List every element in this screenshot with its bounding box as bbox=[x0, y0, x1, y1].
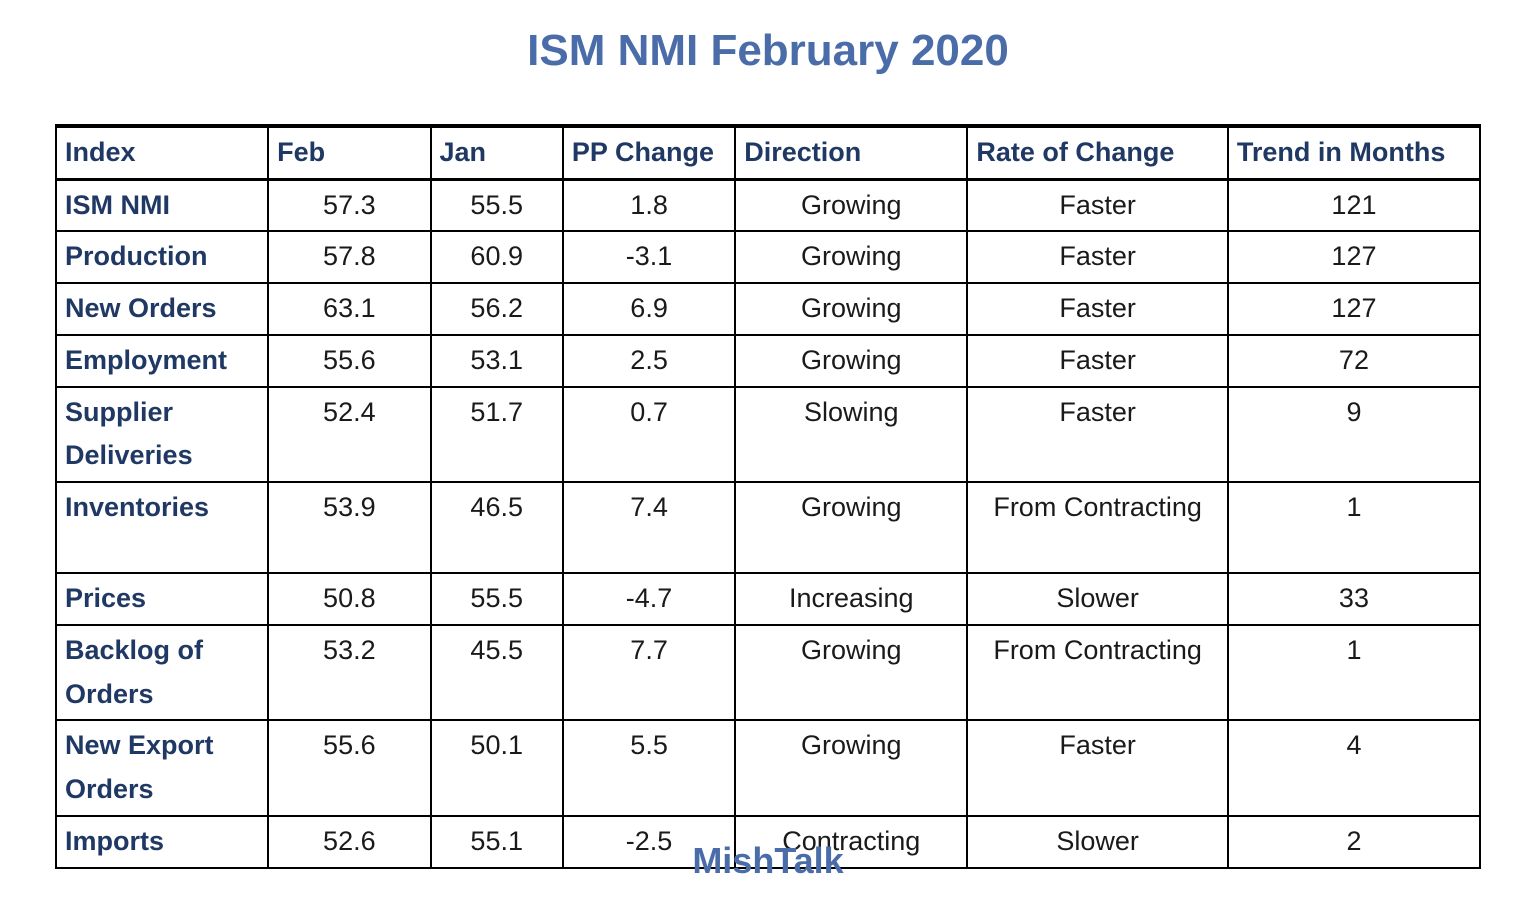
row-label: Employment bbox=[54, 333, 270, 388]
data-cell: 60.9 bbox=[429, 230, 564, 285]
data-cell: 0.7 bbox=[561, 385, 737, 484]
column-header-jan: Jan bbox=[429, 124, 564, 181]
ism-data-table: Index Feb Jan PP Change Direction Rate of Cha… bbox=[54, 124, 1482, 869]
data-cell: Contracting bbox=[734, 814, 969, 869]
data-cell: Growing bbox=[734, 178, 969, 233]
row-label: Backlog of Orders bbox=[54, 623, 270, 722]
data-cell: Faster bbox=[966, 719, 1229, 817]
table-row: ISM NMI 57.3 55.5 1.8 Growing Faster 121 bbox=[54, 178, 1482, 233]
data-cell: 2 bbox=[1226, 814, 1482, 869]
row-label: Prices bbox=[54, 572, 270, 626]
data-cell: 52.4 bbox=[267, 385, 432, 484]
data-cell: 53.9 bbox=[267, 481, 432, 575]
data-cell: Growing bbox=[734, 282, 969, 336]
data-cell: 50.1 bbox=[429, 719, 564, 817]
data-cell: Growing bbox=[734, 230, 969, 285]
table-row: Prices 50.8 55.5 -4.7 Increasing Slower 33 bbox=[54, 572, 1482, 626]
data-cell: 127 bbox=[1226, 230, 1482, 285]
data-cell: Slowing bbox=[734, 385, 969, 484]
data-cell: 45.5 bbox=[429, 623, 564, 722]
footer-brand-mishtalk: MishTalk bbox=[692, 840, 844, 881]
table-row: Production 57.8 60.9 -3.1 Growing Faster 127 bbox=[54, 230, 1482, 285]
data-cell: 57.3 bbox=[267, 178, 432, 233]
table-row: New Export Orders 55.6 50.1 5.5 Growing Faste… bbox=[54, 719, 1482, 817]
data-cell: Growing bbox=[734, 719, 969, 817]
data-cell: Growing bbox=[734, 333, 969, 388]
data-cell: From Contracting bbox=[966, 481, 1229, 575]
data-cell: 51.7 bbox=[429, 385, 564, 484]
page-title: ISM NMI February 2020 bbox=[527, 26, 1009, 75]
column-header-index: Index bbox=[54, 124, 270, 181]
data-cell: 55.6 bbox=[267, 719, 432, 817]
data-cell: 1 bbox=[1226, 481, 1482, 575]
row-label: New Export Orders bbox=[54, 719, 270, 817]
data-cell: 1.8 bbox=[561, 178, 737, 233]
data-cell: 127 bbox=[1226, 282, 1482, 336]
data-cell: 5.5 bbox=[561, 719, 737, 817]
table-row: Employment 55.6 53.1 2.5 Growing Faster 72 bbox=[54, 333, 1482, 388]
table-row: Supplier Deliveries 52.4 51.7 0.7 Slowing Fas… bbox=[54, 385, 1482, 484]
data-cell: 52.6 bbox=[267, 814, 432, 869]
data-cell: 33 bbox=[1226, 572, 1482, 626]
data-cell: Slower bbox=[966, 572, 1229, 626]
data-cell: 121 bbox=[1226, 178, 1482, 233]
data-cell: Faster bbox=[966, 385, 1229, 484]
row-label: Inventories bbox=[54, 481, 270, 575]
data-cell: 53.1 bbox=[429, 333, 564, 388]
column-header-pp-change: PP Change bbox=[561, 124, 737, 181]
data-cell: 72 bbox=[1226, 333, 1482, 388]
table-header-row: Index Feb Jan PP Change Direction Rate of Cha… bbox=[54, 124, 1482, 181]
data-cell: 2.5 bbox=[561, 333, 737, 388]
row-label: Supplier Deliveries bbox=[54, 385, 270, 484]
table-row: Inventories 53.9 46.5 7.4 Growing From Contra… bbox=[54, 481, 1482, 575]
data-cell: -3.1 bbox=[561, 230, 737, 285]
data-cell: 4 bbox=[1226, 719, 1482, 817]
column-header-trend-in-months: Trend in Months bbox=[1226, 124, 1482, 181]
data-cell: Slower bbox=[966, 814, 1229, 869]
row-label: New Orders bbox=[54, 282, 270, 336]
data-cell: Growing bbox=[734, 623, 969, 722]
data-cell: 63.1 bbox=[267, 282, 432, 336]
column-header-rate-of-change: Rate of Change bbox=[966, 124, 1229, 181]
data-cell: 1 bbox=[1226, 623, 1482, 722]
data-cell: 7.7 bbox=[561, 623, 737, 722]
data-cell: 55.5 bbox=[429, 178, 564, 233]
row-label: Imports bbox=[54, 814, 270, 869]
data-cell: Growing bbox=[734, 481, 969, 575]
data-cell: 53.2 bbox=[267, 623, 432, 722]
data-cell: 55.5 bbox=[429, 572, 564, 626]
ism-table-container: Index Feb Jan PP Change Direction Rate of Cha… bbox=[54, 124, 1482, 869]
data-cell: From Contracting bbox=[966, 623, 1229, 722]
data-cell: Faster bbox=[966, 178, 1229, 233]
table-header: Index Feb Jan PP Change Direction Rate of Cha… bbox=[54, 124, 1482, 181]
data-cell: 50.8 bbox=[267, 572, 432, 626]
data-cell: -2.5 bbox=[561, 814, 737, 869]
data-cell: 7.4 bbox=[561, 481, 737, 575]
data-cell: Faster bbox=[966, 333, 1229, 388]
row-label: ISM NMI bbox=[54, 178, 270, 233]
data-cell: 56.2 bbox=[429, 282, 564, 336]
column-header-feb: Feb bbox=[267, 124, 432, 181]
row-label: Production bbox=[54, 230, 270, 285]
table-row: Imports 52.6 55.1 -2.5 Contracting Slower 2 bbox=[54, 814, 1482, 869]
data-cell: 6.9 bbox=[561, 282, 737, 336]
column-header-direction: Direction bbox=[734, 124, 969, 181]
data-cell: -4.7 bbox=[561, 572, 737, 626]
table-body: ISM NMI 57.3 55.5 1.8 Growing Faster 121 Produc… bbox=[54, 178, 1482, 869]
data-cell: 55.1 bbox=[429, 814, 564, 869]
data-cell: Faster bbox=[966, 282, 1229, 336]
data-cell: Faster bbox=[966, 230, 1229, 285]
table-row: New Orders 63.1 56.2 6.9 Growing Faster 127 bbox=[54, 282, 1482, 336]
table-row: Backlog of Orders 53.2 45.5 7.7 Growing From … bbox=[54, 623, 1482, 722]
data-cell: 9 bbox=[1226, 385, 1482, 484]
data-cell: 46.5 bbox=[429, 481, 564, 575]
data-cell: Increasing bbox=[734, 572, 969, 626]
data-cell: 55.6 bbox=[267, 333, 432, 388]
data-cell: 57.8 bbox=[267, 230, 432, 285]
